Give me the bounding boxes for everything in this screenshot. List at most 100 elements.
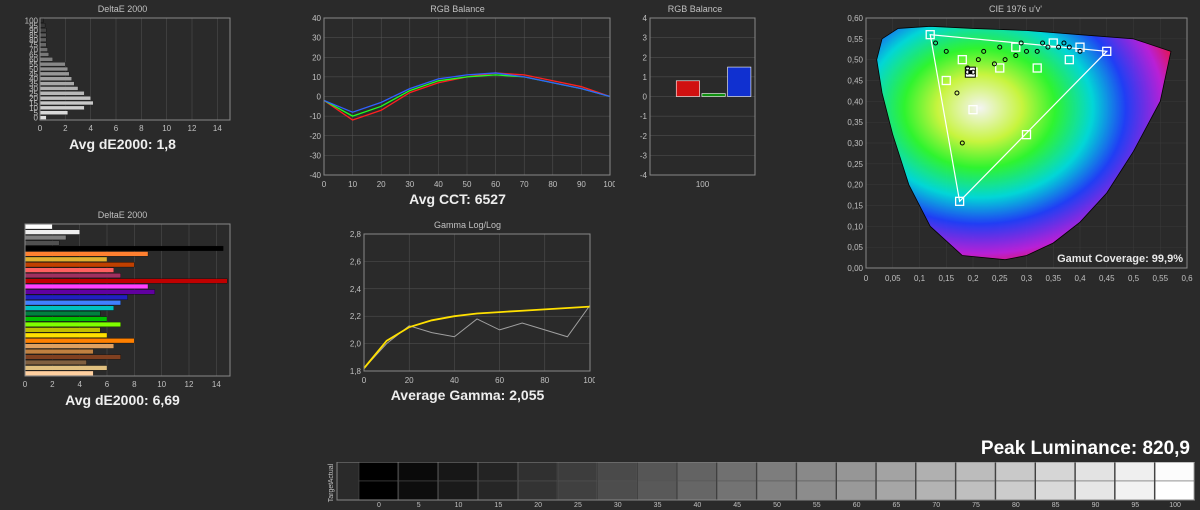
svg-text:80: 80: [540, 376, 549, 385]
svg-text:10: 10: [348, 180, 357, 189]
svg-text:2,4: 2,4: [350, 285, 362, 294]
svg-text:0: 0: [864, 274, 869, 283]
svg-text:0,05: 0,05: [847, 243, 863, 252]
svg-text:100: 100: [25, 16, 39, 25]
svg-text:0,55: 0,55: [1152, 274, 1168, 283]
deltaE-top-panel: DeltaE 2000 0246810121405101520253035404…: [10, 4, 235, 152]
svg-text:0,35: 0,35: [847, 118, 863, 127]
svg-text:30: 30: [614, 502, 622, 508]
svg-text:20: 20: [534, 502, 542, 508]
svg-text:1,8: 1,8: [350, 367, 362, 376]
svg-text:-1: -1: [640, 112, 648, 121]
svg-text:50: 50: [463, 180, 472, 189]
svg-text:30: 30: [405, 180, 414, 189]
svg-text:40: 40: [450, 376, 459, 385]
svg-text:-2: -2: [640, 132, 648, 141]
peak-luminance-label: Peak Luminance: 820,9: [981, 438, 1190, 460]
swatch-strip-panel: ActualTarget0510152025303540455055606570…: [325, 462, 1195, 508]
svg-text:0: 0: [317, 93, 322, 102]
svg-text:0,45: 0,45: [847, 77, 863, 86]
svg-text:Actual: Actual: [328, 463, 335, 483]
svg-text:2: 2: [50, 380, 55, 389]
svg-text:60: 60: [491, 180, 500, 189]
rgb-balance-caption: Avg CCT: 6527: [300, 191, 615, 207]
svg-text:0: 0: [643, 93, 648, 102]
svg-text:-40: -40: [309, 171, 321, 180]
svg-text:70: 70: [520, 180, 529, 189]
svg-text:0,25: 0,25: [992, 274, 1008, 283]
gamma-caption: Average Gamma: 2,055: [340, 387, 595, 403]
cie-panel: CIE 1976 u'v' 00,000,050,050,10,100,150,…: [838, 4, 1193, 284]
svg-text:0,1: 0,1: [914, 274, 926, 283]
rgb-bars-chart: -4-3-2-101234100: [630, 14, 760, 189]
deltaE-bottom-caption: Avg dE2000: 6,69: [10, 392, 235, 408]
svg-text:0: 0: [362, 376, 367, 385]
svg-text:4: 4: [88, 124, 93, 133]
svg-text:2,0: 2,0: [350, 340, 362, 349]
svg-text:0,40: 0,40: [847, 97, 863, 106]
svg-text:60: 60: [853, 502, 861, 508]
svg-text:-3: -3: [640, 151, 648, 160]
svg-text:-30: -30: [309, 151, 321, 160]
svg-text:0,00: 0,00: [847, 264, 863, 273]
svg-text:20: 20: [377, 180, 386, 189]
svg-text:5: 5: [417, 502, 421, 508]
svg-text:4: 4: [643, 14, 648, 23]
svg-text:95: 95: [1131, 502, 1139, 508]
rgb-balance-title: RGB Balance: [300, 4, 615, 14]
svg-text:6: 6: [105, 380, 110, 389]
svg-text:0,50: 0,50: [847, 56, 863, 65]
rgb-balance-chart: -40-30-20-100102030400102030405060708090…: [300, 14, 615, 189]
svg-text:85: 85: [1052, 502, 1060, 508]
svg-text:0,3: 0,3: [1021, 274, 1033, 283]
svg-text:0: 0: [322, 180, 327, 189]
svg-text:3: 3: [643, 34, 648, 43]
svg-text:40: 40: [434, 180, 443, 189]
svg-text:40: 40: [693, 502, 701, 508]
rgb-balance-panel: RGB Balance -40-30-20-100102030400102030…: [300, 4, 615, 207]
svg-text:10: 10: [455, 502, 463, 508]
svg-text:0,6: 0,6: [1181, 274, 1193, 283]
svg-text:8: 8: [132, 380, 137, 389]
cie-chart: 00,000,050,050,10,100,150,150,20,200,250…: [838, 14, 1193, 284]
svg-text:55: 55: [813, 502, 821, 508]
svg-text:12: 12: [185, 380, 194, 389]
svg-text:4: 4: [77, 380, 82, 389]
svg-text:100: 100: [696, 180, 710, 189]
svg-text:6: 6: [114, 124, 119, 133]
svg-text:Gamut Coverage: 99,9%: Gamut Coverage: 99,9%: [1057, 253, 1183, 265]
svg-text:25: 25: [574, 502, 582, 508]
svg-text:2,2: 2,2: [350, 312, 362, 321]
svg-text:-4: -4: [640, 171, 648, 180]
deltaE-bottom-panel: DeltaE 2000 02468101214 Avg dE2000: 6,69: [10, 210, 235, 408]
svg-text:90: 90: [577, 180, 586, 189]
svg-text:14: 14: [212, 380, 221, 389]
svg-text:0,5: 0,5: [1128, 274, 1140, 283]
svg-text:15: 15: [494, 502, 502, 508]
svg-text:0,2: 0,2: [967, 274, 979, 283]
deltaE-bottom-title: DeltaE 2000: [10, 210, 235, 220]
svg-text:10: 10: [162, 124, 171, 133]
svg-text:100: 100: [603, 180, 615, 189]
swatch-strip: ActualTarget0510152025303540455055606570…: [325, 462, 1195, 508]
svg-text:50: 50: [773, 502, 781, 508]
deltaE-top-caption: Avg dE2000: 1,8: [10, 136, 235, 152]
gamma-title: Gamma Log/Log: [340, 220, 595, 230]
svg-text:70: 70: [932, 502, 940, 508]
svg-text:35: 35: [654, 502, 662, 508]
svg-text:0,55: 0,55: [847, 35, 863, 44]
svg-text:0,4: 0,4: [1074, 274, 1086, 283]
svg-text:60: 60: [495, 376, 504, 385]
svg-text:20: 20: [405, 376, 414, 385]
svg-text:12: 12: [188, 124, 197, 133]
deltaE-bottom-chart: 02468101214: [10, 220, 235, 390]
svg-text:0: 0: [38, 124, 43, 133]
svg-text:75: 75: [972, 502, 980, 508]
rgb-bars-title: RGB Balance: [630, 4, 760, 14]
svg-text:2: 2: [643, 53, 648, 62]
svg-text:80: 80: [1012, 502, 1020, 508]
svg-text:0,15: 0,15: [938, 274, 954, 283]
svg-text:14: 14: [213, 124, 222, 133]
svg-text:0,10: 0,10: [847, 222, 863, 231]
svg-text:10: 10: [157, 380, 166, 389]
